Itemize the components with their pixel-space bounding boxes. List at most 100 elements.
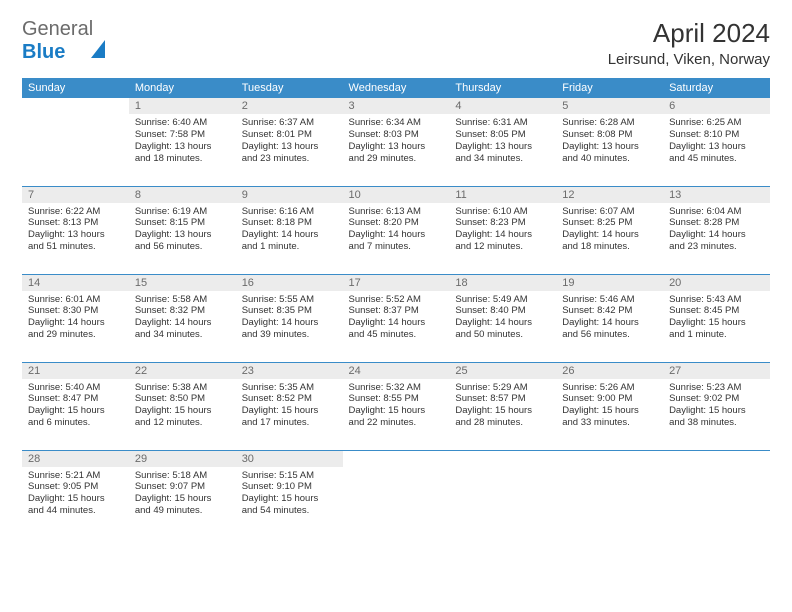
calendar-day-cell: 11Sunrise: 6:10 AMSunset: 8:23 PMDayligh… (449, 186, 556, 274)
sunset-line: Sunset: 8:10 PM (669, 129, 764, 141)
calendar-day-cell (663, 450, 770, 538)
calendar-day-cell: 18Sunrise: 5:49 AMSunset: 8:40 PMDayligh… (449, 274, 556, 362)
day-number: 4 (449, 98, 556, 114)
day-number: 17 (343, 275, 450, 291)
day-number: 8 (129, 187, 236, 203)
sunrise-line: Sunrise: 5:38 AM (135, 382, 230, 394)
daylight-line: Daylight: 15 hours and 28 minutes. (455, 405, 550, 429)
sunrise-line: Sunrise: 5:32 AM (349, 382, 444, 394)
daylight-line: Daylight: 14 hours and 29 minutes. (28, 317, 123, 341)
day-content: Sunrise: 5:55 AMSunset: 8:35 PMDaylight:… (236, 291, 343, 346)
weekday-header: Thursday (449, 78, 556, 98)
calendar-day-cell: 23Sunrise: 5:35 AMSunset: 8:52 PMDayligh… (236, 362, 343, 450)
day-content: Sunrise: 5:40 AMSunset: 8:47 PMDaylight:… (22, 379, 129, 434)
brand-part1: General (22, 18, 93, 40)
sunrise-line: Sunrise: 6:16 AM (242, 206, 337, 218)
sail-icon (91, 18, 105, 58)
day-content: Sunrise: 6:19 AMSunset: 8:15 PMDaylight:… (129, 203, 236, 258)
day-content: Sunrise: 5:21 AMSunset: 9:05 PMDaylight:… (22, 467, 129, 522)
calendar-day-cell (449, 450, 556, 538)
sunset-line: Sunset: 8:23 PM (455, 217, 550, 229)
sunrise-line: Sunrise: 6:07 AM (562, 206, 657, 218)
calendar-day-cell: 17Sunrise: 5:52 AMSunset: 8:37 PMDayligh… (343, 274, 450, 362)
weekday-header: Wednesday (343, 78, 450, 98)
day-number: 21 (22, 363, 129, 379)
sunset-line: Sunset: 8:55 PM (349, 393, 444, 405)
calendar-day-cell: 24Sunrise: 5:32 AMSunset: 8:55 PMDayligh… (343, 362, 450, 450)
day-number: 29 (129, 451, 236, 467)
day-content: Sunrise: 5:43 AMSunset: 8:45 PMDaylight:… (663, 291, 770, 346)
sunset-line: Sunset: 9:00 PM (562, 393, 657, 405)
calendar-day-cell: 8Sunrise: 6:19 AMSunset: 8:15 PMDaylight… (129, 186, 236, 274)
daylight-line: Daylight: 13 hours and 45 minutes. (669, 141, 764, 165)
daylight-line: Daylight: 13 hours and 34 minutes. (455, 141, 550, 165)
sunset-line: Sunset: 8:03 PM (349, 129, 444, 141)
day-content: Sunrise: 6:31 AMSunset: 8:05 PMDaylight:… (449, 114, 556, 169)
weekday-header: Friday (556, 78, 663, 98)
day-content: Sunrise: 5:52 AMSunset: 8:37 PMDaylight:… (343, 291, 450, 346)
day-number: 10 (343, 187, 450, 203)
sunset-line: Sunset: 8:13 PM (28, 217, 123, 229)
brand-logo: General Blue (22, 18, 105, 64)
day-content: Sunrise: 5:29 AMSunset: 8:57 PMDaylight:… (449, 379, 556, 434)
day-content: Sunrise: 6:10 AMSunset: 8:23 PMDaylight:… (449, 203, 556, 258)
sunset-line: Sunset: 8:40 PM (455, 305, 550, 317)
day-number: 24 (343, 363, 450, 379)
calendar-day-cell: 30Sunrise: 5:15 AMSunset: 9:10 PMDayligh… (236, 450, 343, 538)
calendar-week-row: 28Sunrise: 5:21 AMSunset: 9:05 PMDayligh… (22, 450, 770, 538)
calendar-day-cell: 3Sunrise: 6:34 AMSunset: 8:03 PMDaylight… (343, 98, 450, 186)
calendar-day-cell: 12Sunrise: 6:07 AMSunset: 8:25 PMDayligh… (556, 186, 663, 274)
sunrise-line: Sunrise: 5:49 AM (455, 294, 550, 306)
daylight-line: Daylight: 15 hours and 54 minutes. (242, 493, 337, 517)
calendar-week-row: 21Sunrise: 5:40 AMSunset: 8:47 PMDayligh… (22, 362, 770, 450)
day-content: Sunrise: 6:01 AMSunset: 8:30 PMDaylight:… (22, 291, 129, 346)
daylight-line: Daylight: 15 hours and 17 minutes. (242, 405, 337, 429)
daylight-line: Daylight: 15 hours and 12 minutes. (135, 405, 230, 429)
calendar-week-row: 7Sunrise: 6:22 AMSunset: 8:13 PMDaylight… (22, 186, 770, 274)
daylight-line: Daylight: 14 hours and 7 minutes. (349, 229, 444, 253)
day-content: Sunrise: 5:15 AMSunset: 9:10 PMDaylight:… (236, 467, 343, 522)
day-number: 12 (556, 187, 663, 203)
sunset-line: Sunset: 8:47 PM (28, 393, 123, 405)
calendar-day-cell: 21Sunrise: 5:40 AMSunset: 8:47 PMDayligh… (22, 362, 129, 450)
day-number: 11 (449, 187, 556, 203)
brand-part2: Blue (22, 41, 65, 63)
day-number: 27 (663, 363, 770, 379)
page-header: General Blue April 2024 Leirsund, Viken,… (22, 18, 770, 68)
day-content: Sunrise: 6:40 AMSunset: 7:58 PMDaylight:… (129, 114, 236, 169)
weekday-header: Tuesday (236, 78, 343, 98)
sunrise-line: Sunrise: 5:26 AM (562, 382, 657, 394)
day-number: 20 (663, 275, 770, 291)
day-content: Sunrise: 5:38 AMSunset: 8:50 PMDaylight:… (129, 379, 236, 434)
calendar-day-cell (22, 98, 129, 186)
title-block: April 2024 Leirsund, Viken, Norway (608, 18, 770, 68)
day-content: Sunrise: 6:04 AMSunset: 8:28 PMDaylight:… (663, 203, 770, 258)
day-content: Sunrise: 5:58 AMSunset: 8:32 PMDaylight:… (129, 291, 236, 346)
sunset-line: Sunset: 8:28 PM (669, 217, 764, 229)
day-number: 28 (22, 451, 129, 467)
calendar-day-cell: 5Sunrise: 6:28 AMSunset: 8:08 PMDaylight… (556, 98, 663, 186)
day-content: Sunrise: 6:16 AMSunset: 8:18 PMDaylight:… (236, 203, 343, 258)
sunset-line: Sunset: 8:35 PM (242, 305, 337, 317)
sunset-line: Sunset: 8:42 PM (562, 305, 657, 317)
day-number: 3 (343, 98, 450, 114)
calendar-day-cell: 20Sunrise: 5:43 AMSunset: 8:45 PMDayligh… (663, 274, 770, 362)
daylight-line: Daylight: 13 hours and 56 minutes. (135, 229, 230, 253)
daylight-line: Daylight: 14 hours and 12 minutes. (455, 229, 550, 253)
sunset-line: Sunset: 8:37 PM (349, 305, 444, 317)
day-content: Sunrise: 6:07 AMSunset: 8:25 PMDaylight:… (556, 203, 663, 258)
daylight-line: Daylight: 15 hours and 49 minutes. (135, 493, 230, 517)
day-number: 19 (556, 275, 663, 291)
day-number: 16 (236, 275, 343, 291)
calendar-day-cell: 2Sunrise: 6:37 AMSunset: 8:01 PMDaylight… (236, 98, 343, 186)
calendar-body: 1Sunrise: 6:40 AMSunset: 7:58 PMDaylight… (22, 98, 770, 538)
sunrise-line: Sunrise: 6:34 AM (349, 117, 444, 129)
sunset-line: Sunset: 8:08 PM (562, 129, 657, 141)
calendar-day-cell: 14Sunrise: 6:01 AMSunset: 8:30 PMDayligh… (22, 274, 129, 362)
calendar-day-cell: 26Sunrise: 5:26 AMSunset: 9:00 PMDayligh… (556, 362, 663, 450)
sunrise-line: Sunrise: 6:25 AM (669, 117, 764, 129)
sunset-line: Sunset: 8:20 PM (349, 217, 444, 229)
weekday-header: Sunday (22, 78, 129, 98)
day-number: 23 (236, 363, 343, 379)
sunrise-line: Sunrise: 5:46 AM (562, 294, 657, 306)
